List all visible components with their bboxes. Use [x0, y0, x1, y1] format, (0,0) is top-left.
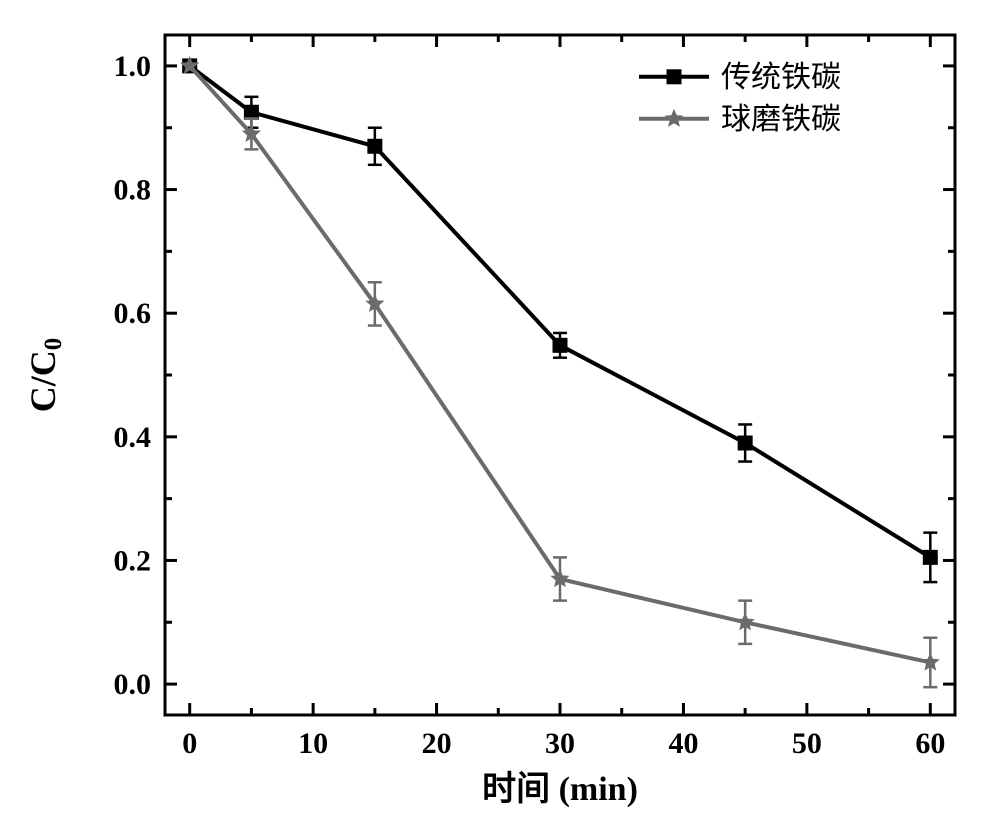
x-tick-label: 10: [298, 727, 328, 760]
x-tick-label: 0: [182, 727, 197, 760]
chart-container: 01020304050600.00.20.40.60.81.0时间 (min)C…: [0, 0, 1000, 834]
line-chart: 01020304050600.00.20.40.60.81.0时间 (min)C…: [0, 0, 1000, 834]
x-tick-label: 60: [915, 727, 945, 760]
y-tick-label: 0.4: [114, 421, 152, 454]
y-tick-label: 0.6: [114, 297, 152, 330]
x-tick-label: 40: [668, 727, 698, 760]
legend-label-ballmill: 球磨铁碳: [721, 103, 841, 136]
x-axis-label: 时间 (min): [482, 770, 638, 808]
legend-label-traditional: 传统铁碳: [721, 61, 841, 94]
y-tick-label: 0.8: [114, 174, 152, 207]
y-tick-label: 0.0: [114, 668, 152, 701]
x-tick-label: 30: [545, 727, 575, 760]
x-tick-label: 50: [792, 727, 822, 760]
y-tick-label: 0.2: [114, 544, 152, 577]
y-tick-label: 1.0: [114, 50, 152, 83]
x-tick-label: 20: [422, 727, 452, 760]
